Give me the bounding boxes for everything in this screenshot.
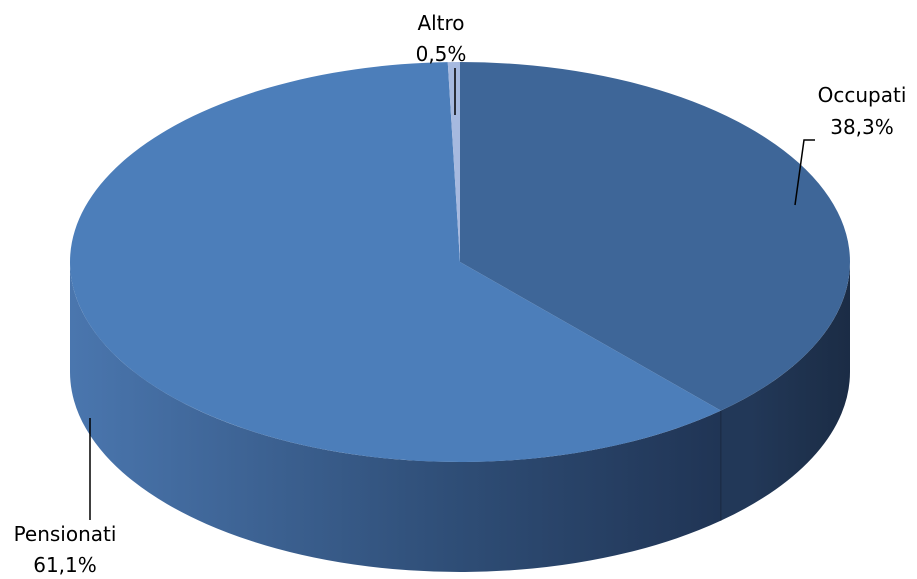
pie-slice-occupati (460, 62, 850, 411)
data-labels: Altro 0,5% Occupati 38,3% Pensionati 61,… (14, 11, 907, 577)
label-occupati-name: Occupati (818, 83, 907, 107)
pie-side-pensionati (70, 262, 721, 572)
label-altro-value: 0,5% (416, 42, 467, 66)
label-pensionati-value: 61,1% (33, 553, 97, 577)
label-occupati-value: 38,3% (830, 115, 894, 139)
pie-tops (69, 62, 850, 463)
leader-line-occupati (794, 139, 815, 206)
pie-slice-altro (447, 62, 460, 262)
label-pensionati-name: Pensionati (14, 522, 117, 546)
label-altro-name: Altro (417, 11, 464, 35)
leader-lines (89, 68, 815, 520)
pie-slice-pensionati (69, 62, 721, 463)
pie-side-occupati (720, 262, 850, 521)
pie-sides (70, 262, 850, 572)
